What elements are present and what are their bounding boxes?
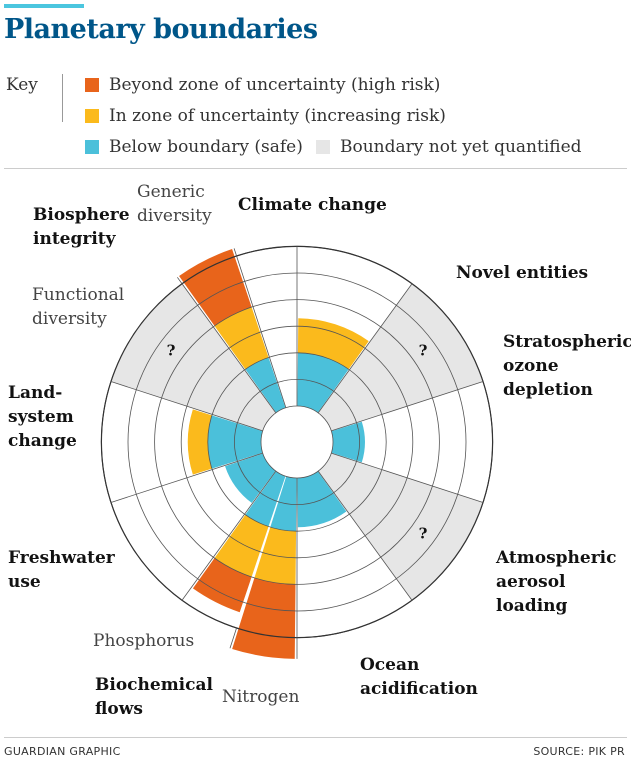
page-title: Planetary boundaries — [4, 14, 318, 45]
chart-segment-unquantified — [318, 283, 484, 431]
legend-key-label: Key — [6, 75, 38, 95]
legend-item-safe: Below boundary (safe) — [85, 137, 303, 157]
chart-bar-safe — [245, 357, 286, 413]
chart-category-label: Land-system change — [8, 383, 77, 451]
chart-bar-uncertain — [214, 307, 269, 370]
chart-spoke-extension — [233, 248, 237, 257]
legend-item-increasing-risk: In zone of uncertainty (increasing risk) — [85, 106, 446, 126]
chart-category-label: Generic diversity — [137, 182, 212, 226]
chart-category-label: Phosphorus — [93, 631, 194, 651]
chart-category-label: Climate change — [238, 195, 387, 215]
legend-item-unquantified: Boundary not yet quantified — [316, 137, 582, 157]
chart-spoke — [331, 381, 484, 432]
chart-category-label: Functional diversity — [32, 285, 124, 329]
legend-swatch-safe — [85, 140, 99, 154]
chart-segment-unquantified — [318, 453, 484, 601]
chart-bar-safe — [331, 421, 365, 463]
chart-bar-uncertain — [187, 409, 212, 475]
planetary-boundaries-chart: ??? Climate change Novel entities Stratosph… — [8, 182, 631, 719]
chart-spoke — [317, 470, 413, 601]
chart-unknown-mark: ? — [167, 341, 176, 359]
chart-bar-safe — [297, 352, 349, 413]
chart-spoke — [317, 283, 413, 414]
chart-spoke — [181, 283, 277, 414]
chart-spoke — [236, 255, 287, 408]
legend-item-high-risk: Beyond zone of uncertainty (high risk) — [85, 75, 440, 95]
accent-bar — [4, 4, 84, 8]
chart-unknown-mark: ? — [419, 525, 428, 543]
chart-segment-unquantified — [110, 283, 276, 431]
chart-spoke — [181, 470, 277, 601]
chart-bar-safe — [207, 415, 263, 469]
chart-bar-safe — [270, 476, 297, 532]
chart-category-label: Ocean acidification — [360, 655, 478, 699]
legend-label-increasing-risk: In zone of uncertainty (increasing risk) — [109, 106, 446, 126]
chart-bar-high — [179, 249, 252, 326]
chart-bar-safe — [245, 471, 286, 527]
divider-bottom — [4, 737, 627, 738]
legend-label-safe: Below boundary (safe) — [109, 137, 303, 157]
legend-divider — [62, 74, 63, 122]
chart-spoke — [110, 452, 263, 503]
chart-unknown-mark: ? — [419, 341, 428, 359]
chart-bar-high — [192, 558, 252, 613]
chart-bar-uncertain — [297, 318, 369, 370]
chart-category-label: Nitrogen — [222, 687, 299, 707]
footer-credit: GUARDIAN GRAPHIC — [4, 745, 121, 758]
chart-bar-high — [232, 577, 296, 659]
chart-category-label: Biochemical flows — [95, 675, 214, 719]
footer-source: SOURCE: PIK PR — [533, 745, 625, 758]
divider-top — [4, 168, 627, 169]
chart-center-hole — [260, 405, 334, 479]
chart-spoke-extension — [229, 627, 237, 649]
chart-category-label: Biosphere integrity — [33, 205, 130, 249]
chart-spoke — [331, 452, 484, 503]
legend-label-unquantified: Boundary not yet quantified — [340, 137, 582, 157]
chart-category-label: Novel entities — [456, 263, 588, 283]
chart-category-label: Freshwater use — [8, 548, 116, 592]
chart-bar-uncertain — [214, 514, 269, 577]
chart-category-label: Atmospheric aerosol loading — [495, 548, 616, 616]
legend-swatch-high-risk — [85, 78, 99, 92]
legend-swatch-unquantified — [316, 140, 330, 154]
chart-spoke — [110, 381, 263, 432]
legend-swatch-increasing-risk — [85, 109, 99, 123]
legend-label-high-risk: Beyond zone of uncertainty (high risk) — [109, 75, 441, 95]
chart-spoke-extension — [177, 277, 183, 284]
chart-bar-safe — [225, 453, 276, 503]
chart-category-label: Stratospheric ozone depletion — [503, 332, 631, 400]
